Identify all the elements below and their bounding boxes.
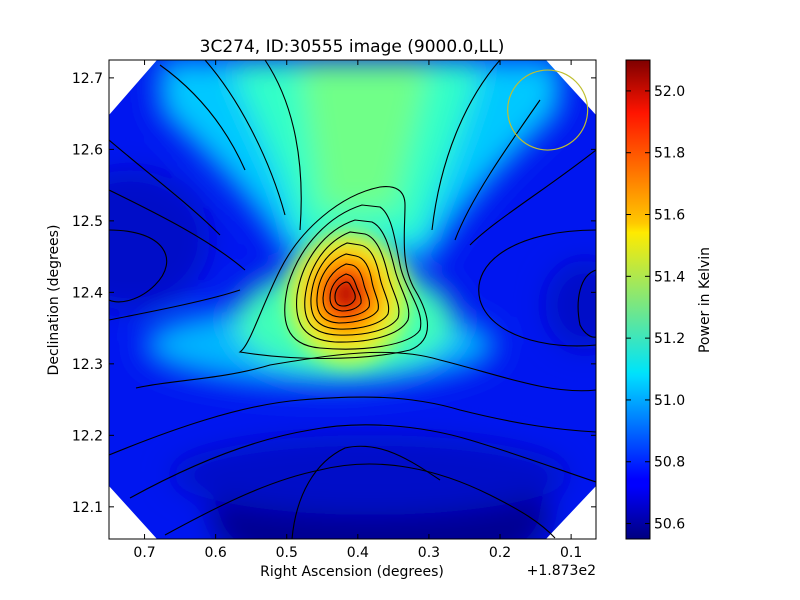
- heatmap-image: [109, 60, 596, 539]
- colorbar-tick-label: 51.4: [654, 269, 685, 285]
- x-tick-label: 0.7: [133, 545, 155, 561]
- colorbar-tick-label: 50.6: [654, 517, 685, 533]
- y-tick-label: 12.7: [72, 71, 103, 87]
- colorbar-tick-label: 51.2: [654, 331, 685, 347]
- x-axis: 0.7 0.6 0.5 0.4 0.3 0.2 0.1: [133, 60, 582, 561]
- x-tick-label: 0.3: [418, 545, 440, 561]
- x-offset-label: +1.873e2: [527, 563, 596, 579]
- colorbar: [625, 59, 651, 540]
- colorbar-tick-label: 50.8: [654, 455, 685, 471]
- beam-circle: [507, 69, 589, 151]
- colorbar-tick-label: 51.6: [654, 208, 685, 224]
- y-tick-label: 12.6: [72, 142, 103, 158]
- y-axis-label: Declination (degrees): [46, 225, 62, 376]
- plot-frame: [108, 59, 597, 540]
- y-tick-label: 12.3: [72, 357, 103, 373]
- colorbar-tick-label: 51.8: [654, 146, 685, 162]
- contour-lines: [109, 60, 596, 539]
- colorbar-ticks: 50.6 50.8 51.0 51.2 51.4 51.6 51.8 52.0: [626, 84, 685, 533]
- colorbar-label: Power in Kelvin: [697, 247, 713, 353]
- chart-title: 3C274, ID:30555 image (9000.0,LL): [200, 37, 505, 57]
- x-tick-label: 0.6: [205, 545, 227, 561]
- x-tick-label: 0.5: [276, 545, 298, 561]
- colorbar-tick-label: 52.0: [654, 84, 685, 100]
- y-tick-label: 12.5: [72, 214, 103, 230]
- y-tick-label: 12.1: [72, 500, 103, 516]
- y-axis: 12.1 12.2 12.3 12.4 12.5 12.6 12.7: [72, 71, 596, 516]
- y-tick-label: 12.4: [72, 285, 103, 301]
- x-axis-label: Right Ascension (degrees): [260, 564, 444, 580]
- x-tick-label: 0.2: [489, 545, 511, 561]
- y-tick-label: 12.2: [72, 428, 103, 444]
- x-tick-label: 0.4: [347, 545, 369, 561]
- colorbar-tick-label: 51.0: [654, 393, 685, 409]
- x-tick-label: 0.1: [560, 545, 582, 561]
